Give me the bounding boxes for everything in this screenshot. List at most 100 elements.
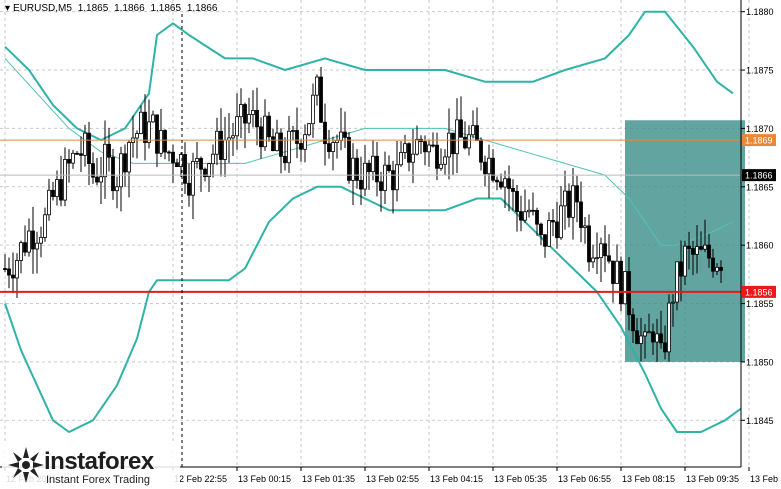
y-tick-label: 1.1845: [746, 416, 774, 426]
candle: [351, 143, 355, 206]
candle-body: [435, 144, 439, 169]
candle-body: [683, 245, 687, 277]
y-tick-label: 1.1875: [746, 66, 774, 76]
candle-body: [51, 189, 55, 197]
candle-body: [531, 209, 535, 212]
candle-body: [407, 143, 411, 163]
candle: [87, 121, 91, 186]
candle: [695, 225, 699, 274]
candle-body: [455, 119, 459, 155]
candle: [311, 83, 315, 138]
candle-body: [127, 142, 131, 173]
candle: [399, 141, 403, 167]
candle: [663, 325, 667, 360]
candle-body: [243, 104, 247, 124]
candle: [319, 67, 323, 124]
candle-body: [87, 132, 91, 165]
candle: [263, 99, 267, 151]
candle: [391, 160, 395, 214]
candle-body: [511, 188, 515, 192]
candle-body: [111, 156, 115, 192]
candle: [275, 119, 279, 152]
candle-body: [427, 144, 431, 153]
y-tick-label: 1.1855: [746, 299, 774, 309]
candle-body: [99, 176, 103, 183]
candle: [83, 124, 87, 167]
candle-body: [699, 246, 703, 250]
candle: [635, 318, 639, 345]
candle: [307, 122, 311, 137]
support-tag: [742, 285, 776, 298]
candle: [599, 237, 603, 283]
candle-body: [451, 132, 455, 155]
candle-body: [415, 138, 419, 155]
candle-body: [403, 143, 407, 153]
candle-body: [467, 134, 471, 149]
candle-body: [171, 151, 175, 164]
candle: [567, 183, 571, 228]
candle-body: [607, 255, 611, 262]
candle: [495, 176, 499, 191]
candle-body: [351, 157, 355, 181]
candle-body: [75, 152, 79, 155]
candle: [175, 158, 179, 168]
candle-body: [671, 301, 675, 304]
candle: [375, 141, 379, 197]
candle-body: [579, 201, 583, 228]
candle-body: [59, 179, 63, 201]
candle: [523, 189, 527, 223]
candle-body: [439, 163, 443, 169]
candle-body: [175, 162, 179, 168]
candle-body: [219, 130, 223, 160]
header-arrow-icon[interactable]: ▾: [5, 3, 11, 14]
candle: [659, 310, 663, 349]
candle: [51, 181, 55, 201]
candle-body: [379, 181, 383, 191]
candle: [331, 136, 335, 171]
candle: [687, 231, 691, 270]
candle: [19, 240, 23, 274]
candle: [371, 140, 375, 181]
candle: [363, 145, 367, 197]
candle: [611, 260, 615, 303]
candle-body: [559, 205, 563, 239]
candles: [3, 67, 723, 362]
candle-body: [83, 132, 87, 156]
candle-body: [475, 125, 479, 141]
current-price-tag: [742, 169, 776, 182]
x-tick-label: 13 Feb 00:15: [238, 474, 291, 484]
upper-band: [4, 10, 734, 142]
y-axis: 1.18801.18751.18701.18651.18601.18551.18…: [741, 7, 774, 426]
candle-body: [395, 164, 399, 191]
candle: [447, 108, 451, 180]
candle-body: [431, 144, 435, 147]
candle-body: [279, 132, 283, 157]
candle-body: [79, 153, 83, 156]
candle: [571, 168, 575, 240]
candle: [615, 244, 619, 284]
candle: [387, 155, 391, 173]
candle: [539, 222, 543, 245]
candle: [127, 140, 131, 198]
candle-body: [603, 243, 607, 257]
candle-body: [599, 243, 603, 259]
candle-body: [231, 135, 235, 139]
candle: [395, 141, 399, 202]
candle-body: [359, 179, 363, 190]
candle-body: [595, 257, 599, 260]
candle-body: [555, 221, 559, 239]
candle: [287, 115, 291, 173]
candle-body: [715, 266, 719, 272]
candle: [103, 120, 107, 199]
candle-body: [303, 134, 307, 150]
candle: [555, 201, 559, 249]
candle: [259, 117, 263, 159]
candle: [143, 94, 147, 161]
candle: [499, 173, 503, 190]
candle-body: [567, 190, 571, 218]
candle: [491, 149, 495, 183]
candle: [627, 256, 631, 331]
candle-body: [563, 190, 567, 207]
candle-body: [635, 330, 639, 344]
candle: [47, 178, 51, 221]
